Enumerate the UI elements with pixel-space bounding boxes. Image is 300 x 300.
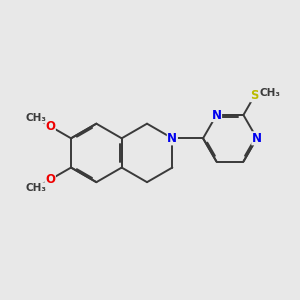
Text: N: N — [212, 109, 221, 122]
Text: CH₃: CH₃ — [25, 113, 46, 123]
Text: CH₃: CH₃ — [25, 183, 46, 193]
Text: N: N — [167, 132, 177, 145]
Text: N: N — [252, 132, 262, 145]
Text: O: O — [45, 120, 55, 133]
Text: CH₃: CH₃ — [259, 88, 280, 98]
Text: S: S — [250, 89, 259, 102]
Text: O: O — [45, 173, 55, 186]
